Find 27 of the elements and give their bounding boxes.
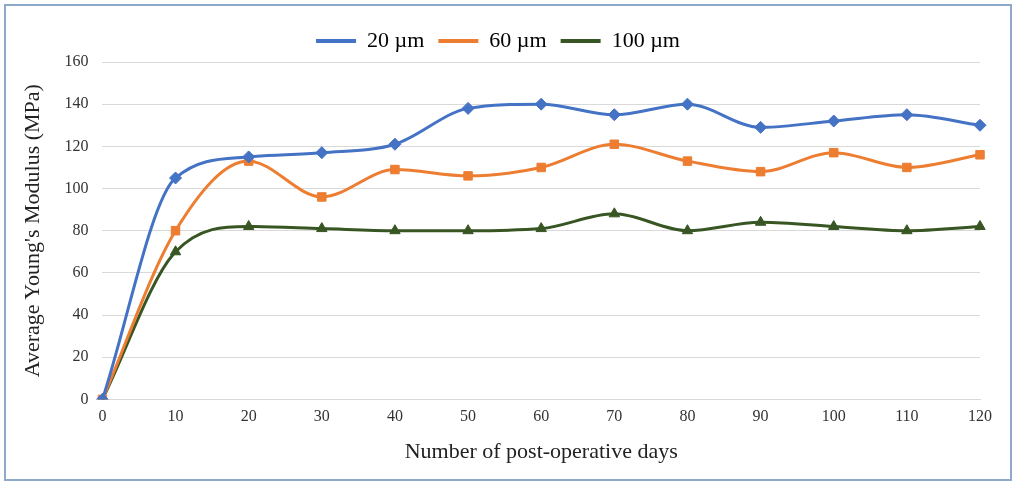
- x-tick-label: 90: [752, 407, 769, 425]
- y-tick-label: 100: [64, 178, 89, 196]
- legend-label: 20 µm: [367, 26, 425, 52]
- y-tick-label: 140: [64, 94, 89, 112]
- x-tick-label: 0: [98, 407, 107, 425]
- legend-label: 60 µm: [489, 26, 547, 52]
- x-tick-label: 100: [821, 407, 846, 425]
- x-tick-label: 120: [968, 407, 992, 425]
- y-tick-label: 120: [64, 136, 89, 154]
- y-tick-label: 60: [72, 263, 89, 281]
- x-tick-label: 110: [895, 407, 919, 425]
- legend-label: 100 µm: [611, 26, 680, 52]
- x-tick-label: 40: [386, 407, 403, 425]
- x-tick-label: 60: [533, 407, 550, 425]
- y-tick-label: 160: [64, 52, 89, 70]
- y-tick-label: 20: [72, 347, 89, 365]
- y-axis-title: Average Young's Modulus (MPa): [18, 84, 44, 378]
- x-tick-label: 30: [313, 407, 330, 425]
- x-tick-label: 70: [606, 407, 623, 425]
- y-tick-label: 40: [72, 305, 89, 323]
- x-axis-title: Number of post-operative days: [404, 437, 678, 463]
- x-tick-label: 10: [167, 407, 184, 425]
- x-tick-label: 50: [460, 407, 477, 425]
- x-tick-label: 80: [679, 407, 696, 425]
- y-tick-label: 80: [72, 220, 89, 238]
- y-tick-label: 0: [80, 389, 89, 407]
- x-tick-label: 20: [240, 407, 257, 425]
